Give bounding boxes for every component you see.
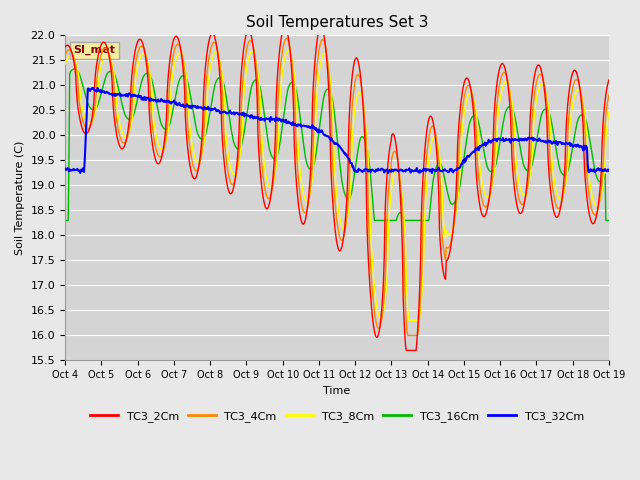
Title: Soil Temperatures Set 3: Soil Temperatures Set 3 xyxy=(246,15,428,30)
Text: SI_met: SI_met xyxy=(74,45,115,55)
X-axis label: Time: Time xyxy=(323,386,351,396)
Y-axis label: Soil Temperature (C): Soil Temperature (C) xyxy=(15,141,25,255)
Legend: TC3_2Cm, TC3_4Cm, TC3_8Cm, TC3_16Cm, TC3_32Cm: TC3_2Cm, TC3_4Cm, TC3_8Cm, TC3_16Cm, TC3… xyxy=(86,407,588,426)
